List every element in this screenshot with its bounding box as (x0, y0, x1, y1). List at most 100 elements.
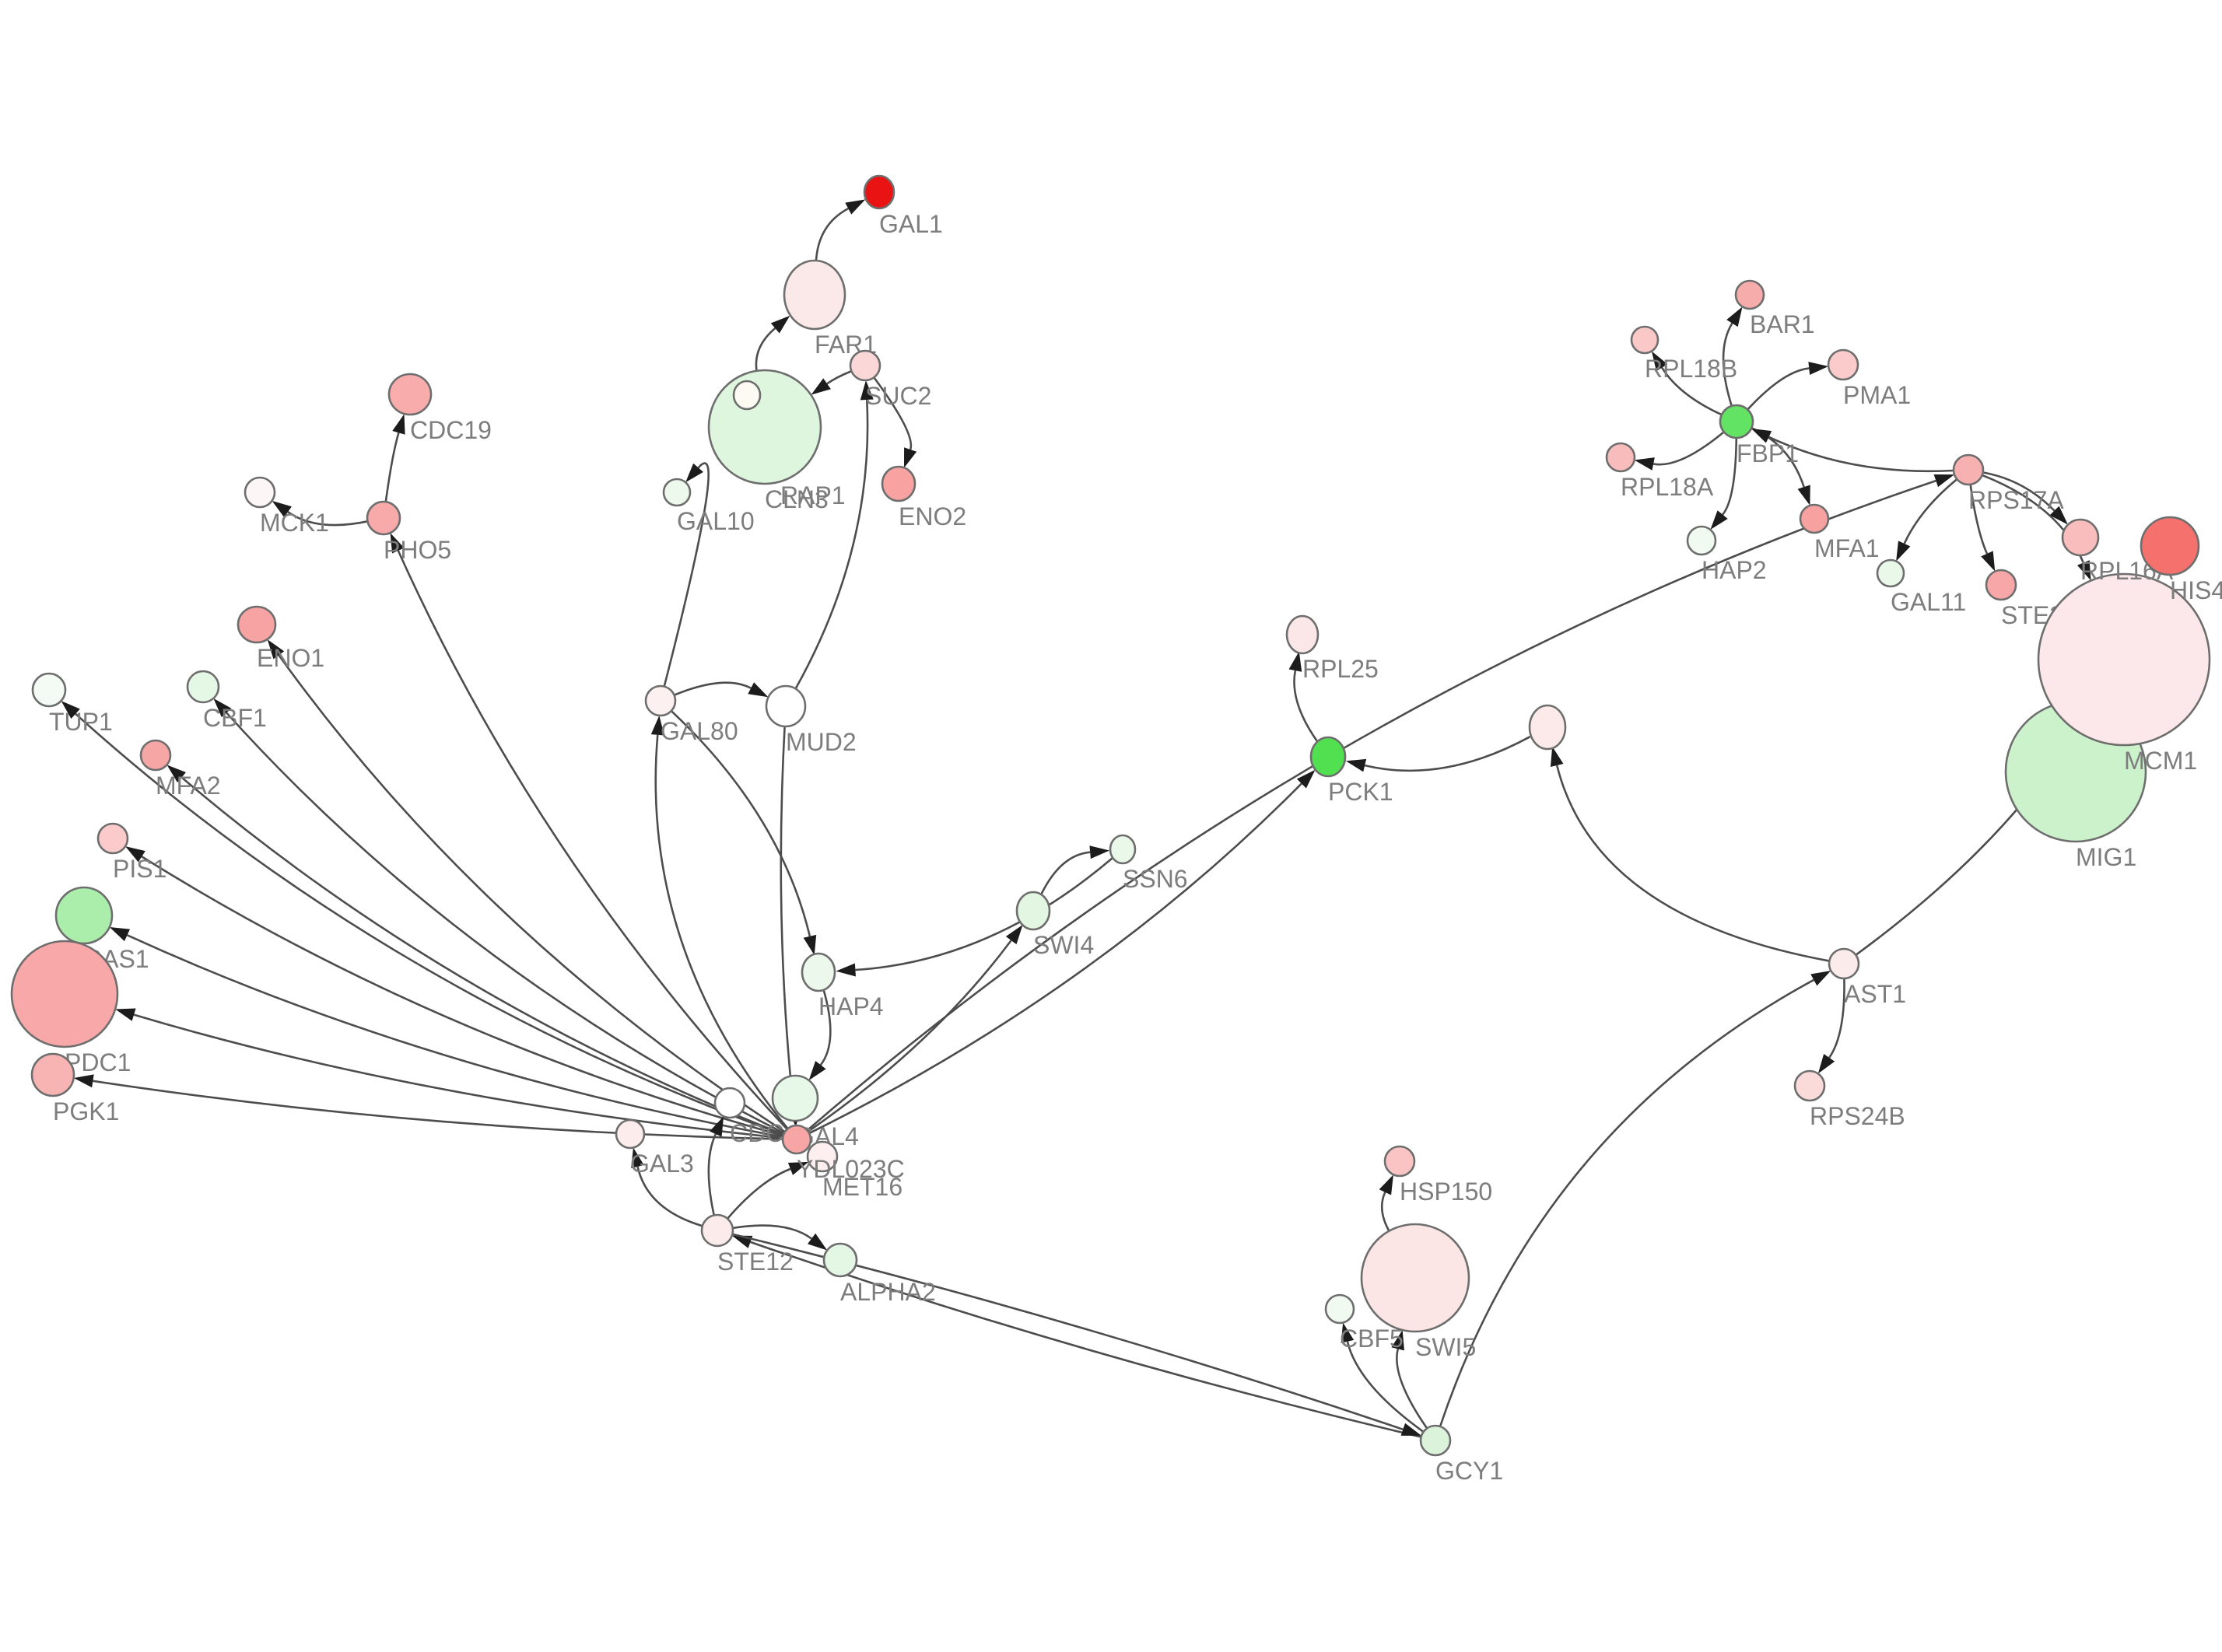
node-SSN6[interactable] (1109, 834, 1137, 865)
node-RPL25[interactable] (1285, 614, 1320, 655)
edge-line[interactable] (1346, 1341, 1425, 1433)
node-HAP4[interactable] (801, 952, 836, 992)
edge-SWI5-HSP150[interactable] (1379, 1174, 1393, 1232)
edge-line[interactable] (180, 776, 784, 1136)
edge-line[interactable] (873, 376, 913, 450)
edge-line[interactable] (794, 399, 869, 690)
node-STE12[interactable] (700, 1213, 734, 1248)
edge-YDL023C-PHO5[interactable] (390, 533, 788, 1130)
edge-line[interactable] (1747, 367, 1810, 411)
edge-line[interactable] (126, 934, 783, 1139)
edge-line[interactable] (1439, 978, 1814, 1427)
node-RPS17A[interactable] (1952, 453, 1985, 486)
edge-GAL80-GAL10[interactable] (663, 462, 710, 687)
node-PCK1[interactable] (1309, 736, 1347, 778)
node-CBF5[interactable] (1324, 1293, 1355, 1325)
edge-FBP1-PMA1[interactable] (1747, 362, 1829, 411)
edge-STE12-ALPHA2[interactable] (732, 1224, 828, 1251)
node-CBF1[interactable] (186, 670, 220, 704)
node-HSP150[interactable] (1383, 1145, 1416, 1178)
edge-line[interactable] (674, 681, 752, 696)
node-FAR1[interactable] (783, 259, 846, 331)
node-GAL10[interactable] (662, 478, 692, 507)
edge-line[interactable] (663, 462, 710, 687)
edge-line[interactable] (1768, 436, 1954, 473)
edge-line[interactable] (93, 1080, 783, 1140)
edge-line[interactable] (1903, 478, 1958, 544)
node-RPL18A[interactable] (1605, 442, 1636, 473)
edge-SWI4-SSN6[interactable] (1039, 845, 1110, 896)
edge-YDL023C-RPS17A[interactable] (806, 474, 1955, 1132)
node-MUD2[interactable] (765, 684, 807, 728)
edge-GCY1-AST1[interactable] (1439, 971, 1831, 1427)
edge-CLN3-FAR1[interactable] (755, 315, 790, 372)
edge-PINK1-PCK1[interactable] (1345, 736, 1531, 772)
node-PDC1[interactable] (10, 940, 119, 1048)
edge-line[interactable] (1722, 322, 1733, 407)
edge-YDL023C-RAS1[interactable] (109, 926, 783, 1139)
node-RPL18B[interactable] (1630, 325, 1659, 355)
edge-YDL023C-GAL80[interactable] (650, 715, 789, 1129)
edge-line[interactable] (1396, 1349, 1428, 1430)
edge-YDL023C-ENO1[interactable] (267, 639, 786, 1133)
edge-line[interactable] (826, 369, 852, 385)
node-MFA1[interactable] (1799, 503, 1830, 534)
node-MCK1[interactable] (244, 476, 276, 509)
node-CDC19[interactable] (387, 373, 433, 416)
node-CLN3[interactable] (707, 369, 822, 485)
edge-line[interactable] (141, 856, 783, 1137)
edge-RPS17A-RPL16A[interactable] (1982, 471, 2068, 525)
edge-SUC2-CLN3[interactable] (811, 369, 852, 395)
edge-line[interactable] (397, 550, 788, 1130)
node-SWI5[interactable] (1360, 1223, 1470, 1333)
edge-line[interactable] (287, 511, 368, 527)
node-BAR1[interactable] (1734, 279, 1765, 310)
node-RAS1[interactable] (54, 886, 114, 945)
node-ENO1[interactable] (237, 605, 277, 644)
edge-YDL023C-TUP1[interactable] (61, 701, 784, 1136)
edge-line[interactable] (1661, 367, 1723, 416)
edge-YDL023C-PCK1[interactable] (808, 769, 1316, 1135)
node-HAP2[interactable] (1686, 525, 1717, 556)
edge-line[interactable] (1722, 437, 1738, 516)
node-MFA2[interactable] (139, 739, 172, 772)
edge-line[interactable] (855, 857, 1113, 971)
edge-MUD2-SUC2[interactable] (794, 380, 874, 690)
edge-line[interactable] (278, 654, 786, 1133)
edge-SSN6-HAP4[interactable] (836, 857, 1113, 977)
node-PIS1[interactable] (96, 822, 129, 855)
edge-line[interactable] (636, 1166, 703, 1227)
edge-PHO5-MCK1[interactable] (272, 500, 368, 527)
edge-FBP1-HAP2[interactable] (1710, 437, 1738, 530)
edge-FBP1-RPL18A[interactable] (1634, 431, 1725, 471)
edge-YDL023C-PGK1[interactable] (73, 1074, 783, 1140)
node-HIS4[interactable] (2140, 516, 2200, 576)
edge-line[interactable] (384, 432, 400, 502)
node-RPS24B[interactable] (1793, 1069, 1826, 1102)
edge-YDL023C-SWI4[interactable] (808, 925, 1023, 1132)
edge-RPS17A-STE2[interactable] (1969, 484, 1996, 572)
edge-AST1-RPS24B[interactable] (1817, 978, 1845, 1074)
edge-SUC2-ENO2[interactable] (873, 376, 917, 468)
node-MCM1[interactable] (2037, 572, 2211, 747)
edge-line[interactable] (1982, 471, 2056, 512)
edge-line[interactable] (815, 207, 849, 263)
edge-FBP1-BAR1[interactable] (1722, 306, 1743, 407)
node-PINK1[interactable] (1528, 704, 1567, 751)
node-WHITE1[interactable] (732, 380, 762, 411)
node-GAL3[interactable] (615, 1118, 646, 1150)
edge-AST1-PINK1[interactable] (1550, 746, 1830, 962)
edge-HAP4-GAL4[interactable] (808, 989, 832, 1080)
node-SWI4[interactable] (1015, 891, 1051, 931)
edge-FBP1-RPL18B[interactable] (1651, 351, 1723, 416)
edge-line[interactable] (670, 710, 811, 937)
edge-YDL023C-PIS1[interactable] (125, 846, 783, 1137)
node-FBP1[interactable] (1719, 404, 1754, 439)
edge-line[interactable] (133, 1013, 783, 1139)
node-YDL023C[interactable] (781, 1124, 812, 1155)
edge-line[interactable] (75, 712, 784, 1136)
edge-line[interactable] (806, 479, 1936, 1132)
edge-RPS17A-GAL11[interactable] (1896, 478, 1958, 562)
node-ENO2[interactable] (881, 465, 916, 502)
edge-PCK1-RPL25[interactable] (1288, 651, 1319, 743)
